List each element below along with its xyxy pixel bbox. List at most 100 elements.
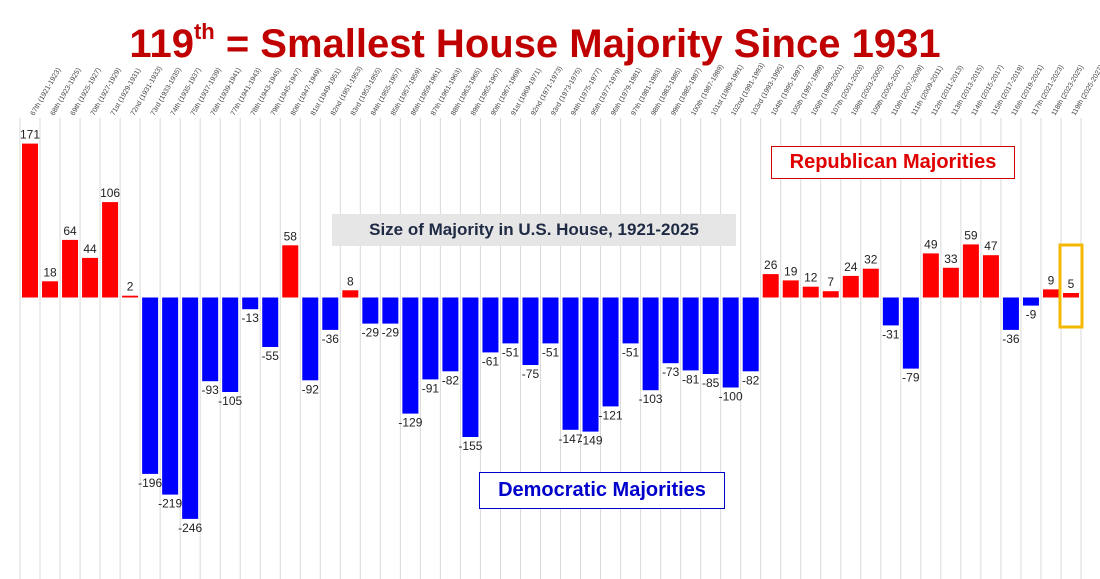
bar-6 (142, 297, 159, 474)
bar-34 (702, 297, 719, 374)
bar-47 (962, 244, 979, 298)
data-label-18: -29 (382, 326, 400, 340)
bar-22 (462, 297, 479, 437)
data-label-40: 7 (827, 275, 834, 289)
bar-23 (482, 297, 499, 353)
bar-7 (162, 297, 179, 495)
bar-35 (722, 297, 739, 388)
bar-41 (842, 275, 859, 298)
data-label-1: 18 (43, 265, 57, 279)
bar-39 (802, 286, 819, 298)
data-label-4: 106 (100, 186, 120, 200)
bar-29 (602, 297, 619, 407)
data-label-19: -129 (398, 416, 422, 430)
data-label-23: -61 (482, 354, 500, 368)
bar-38 (782, 280, 799, 298)
data-label-48: 47 (984, 239, 998, 253)
data-label-11: -13 (242, 311, 260, 325)
republican-majorities-label: Republican Majorities (771, 146, 1015, 179)
bar-48 (982, 255, 999, 298)
category-labels: 67th (1921-1923)68th (1923-1925)69th (19… (30, 62, 1100, 117)
bar-33 (682, 297, 699, 371)
data-label-20: -91 (422, 381, 440, 395)
data-label-13: 58 (284, 229, 298, 243)
data-label-22: -155 (458, 439, 482, 453)
bar-52 (1062, 293, 1079, 298)
bar-21 (442, 297, 459, 372)
data-label-10: -105 (218, 394, 242, 408)
data-label-27: -147 (559, 432, 583, 446)
data-label-33: -81 (682, 372, 700, 386)
data-label-47: 59 (964, 228, 978, 242)
democratic-majorities-label: Democratic Majorities (479, 472, 725, 509)
bar-15 (322, 297, 339, 330)
data-label-7: -219 (158, 497, 182, 511)
bar-45 (922, 253, 939, 298)
data-label-0: 171 (20, 128, 40, 142)
bar-19 (402, 297, 419, 414)
chart-title: 119th = Smallest House Majority Since 19… (0, 4, 1070, 72)
bar-43 (882, 297, 899, 326)
data-label-35: -100 (719, 390, 743, 404)
bar-30 (622, 297, 639, 344)
bar-0 (22, 143, 39, 298)
data-label-9: -93 (202, 383, 220, 397)
highlight-marker (1058, 243, 1084, 329)
bar-1 (42, 281, 59, 298)
bar-28 (582, 297, 599, 432)
data-label-45: 49 (924, 237, 938, 251)
bar-12 (262, 297, 279, 347)
bar-17 (362, 297, 379, 324)
data-label-41: 24 (844, 260, 858, 274)
bar-49 (1002, 297, 1019, 330)
data-label-49: -36 (1002, 332, 1020, 346)
data-label-21: -82 (442, 373, 460, 387)
chart-subtitle: Size of Majority in U.S. House, 1921-202… (332, 214, 736, 246)
bar-50 (1022, 297, 1039, 306)
bar-2 (62, 239, 79, 298)
title-superscript: th (193, 19, 215, 44)
data-label-28: -149 (579, 434, 603, 448)
data-labels: 1711864441062-196-219-246-93-105-13-5558… (20, 128, 1075, 535)
bar-44 (902, 297, 919, 369)
data-label-6: -196 (138, 476, 162, 490)
bar-3 (82, 257, 99, 298)
bar-32 (662, 297, 679, 364)
gridlines (19, 118, 1082, 579)
data-label-16: 8 (347, 274, 354, 288)
data-label-25: -75 (522, 367, 540, 381)
data-label-12: -55 (262, 349, 280, 363)
data-label-2: 64 (63, 224, 77, 238)
bar-20 (422, 297, 439, 380)
title-prefix: 119 (129, 22, 194, 66)
bar-36 (742, 297, 759, 372)
data-label-44: -79 (902, 371, 920, 385)
data-label-36: -82 (742, 373, 760, 387)
bar-16 (342, 290, 359, 298)
bar-42 (862, 268, 879, 298)
data-label-50: -9 (1026, 308, 1037, 322)
bars (22, 143, 1079, 519)
bar-46 (942, 267, 959, 298)
data-label-42: 32 (864, 253, 878, 267)
data-label-52: 5 (1068, 277, 1075, 291)
data-label-46: 33 (944, 252, 958, 266)
data-label-43: -31 (882, 327, 900, 341)
bar-11 (242, 297, 259, 310)
bar-10 (222, 297, 239, 392)
data-label-32: -73 (662, 365, 680, 379)
data-label-37: 26 (764, 258, 778, 272)
bar-40 (822, 291, 839, 298)
bar-25 (522, 297, 539, 365)
bar-24 (502, 297, 519, 344)
bar-27 (562, 297, 579, 430)
bar-4 (102, 202, 119, 298)
data-label-24: -51 (502, 345, 520, 359)
bar-5 (122, 295, 139, 298)
bar-8 (182, 297, 199, 519)
data-label-38: 19 (784, 264, 798, 278)
bar-13 (282, 245, 299, 298)
data-label-39: 12 (804, 271, 818, 285)
data-label-26: -51 (542, 345, 560, 359)
data-label-30: -51 (622, 345, 640, 359)
